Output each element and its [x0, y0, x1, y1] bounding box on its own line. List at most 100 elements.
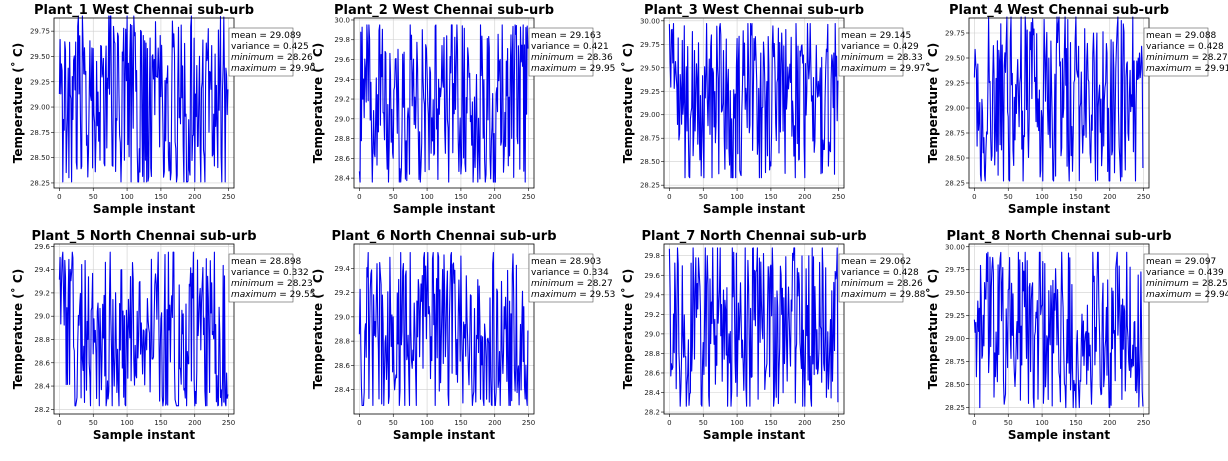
y-tick-label: 28.75: [30, 129, 50, 137]
stats-equals: =: [576, 290, 589, 300]
stats-box: [528, 27, 594, 77]
series-line: [973, 251, 1144, 409]
stats-value: 28.23: [287, 279, 313, 289]
y-tick-label: 30.00: [945, 243, 965, 251]
plot-frame: [353, 17, 535, 189]
y-tick-label: 29.8: [334, 36, 350, 44]
stats-value: 28.898: [270, 257, 302, 267]
y-tick-label: 29.75: [945, 266, 965, 274]
stats-equals: =: [1185, 42, 1198, 52]
series-line: [58, 15, 229, 183]
x-axis-label: Sample instant: [703, 202, 805, 216]
series-line: [973, 16, 1144, 182]
stats-equals: =: [257, 31, 270, 41]
y-tick-label: 28.50: [30, 154, 50, 162]
y-tick-label: 28.25: [30, 179, 50, 187]
x-tick-label: 100: [420, 419, 433, 427]
stats-line: minimum = 28.36: [531, 53, 613, 63]
stats-value: 29.163: [570, 31, 602, 41]
x-tick-label: 100: [730, 193, 743, 201]
stats-equals: =: [270, 42, 283, 52]
y-tick-label: 29.25: [640, 88, 660, 96]
series-line: [668, 23, 839, 179]
x-axis-label: Sample instant: [393, 428, 495, 442]
stats-value: 0.429: [893, 42, 919, 52]
x-tick-label: 50: [389, 193, 398, 201]
stats-label: mean: [531, 31, 557, 41]
chart-title: Plant_7 North Chennai sub-urb: [641, 229, 866, 244]
stats-line: mean = 29.088: [1146, 31, 1217, 41]
y-tick-label: 30.00: [640, 17, 660, 25]
y-axis-label: Temperature (˚ C): [310, 269, 325, 389]
stats-equals: =: [270, 268, 283, 278]
stats-value: 29.97: [900, 64, 926, 74]
x-tick-label: 50: [1004, 419, 1013, 427]
y-tick-label: 28.8: [34, 336, 50, 344]
y-tick-label: 30.0: [334, 16, 350, 24]
series-line: [358, 24, 529, 183]
plot-frame: [968, 243, 1150, 415]
x-axis-label: Sample instant: [93, 428, 195, 442]
stats-value: 0.428: [1198, 42, 1224, 52]
series-line: [58, 251, 229, 407]
stats-line: mean = 28.903: [531, 257, 601, 267]
stats-equals: =: [1172, 257, 1185, 267]
y-tick-label: 29.00: [30, 104, 50, 112]
y-tick-label: 29.2: [644, 311, 660, 319]
stats-box: [228, 253, 294, 303]
y-tick-label: 29.25: [30, 78, 50, 86]
stats-equals: =: [886, 290, 899, 300]
chart-title: Plant_4 West Chennai sub-urb: [949, 3, 1169, 18]
x-tick-label: 200: [798, 419, 811, 427]
x-tick-label: 250: [1137, 193, 1150, 201]
chart-title: Plant_1 West Chennai sub-urb: [34, 3, 254, 18]
stats-value: 0.425: [283, 42, 309, 52]
stats-value: 29.94: [1205, 290, 1228, 300]
chart-panel: 28.25 28.50 28.75 29.00 29.25 29.50 29.75 30.00…: [925, 229, 1228, 442]
stats-value: 28.26: [897, 279, 923, 289]
y-tick-label: 29.50: [30, 53, 50, 61]
x-tick-label: 100: [420, 193, 433, 201]
x-axis-label: Sample instant: [1008, 428, 1110, 442]
y-tick-label: 29.2: [334, 96, 350, 104]
stats-line: maximum = 29.88: [841, 290, 926, 300]
y-axis-label: Temperature (˚ C): [925, 269, 940, 389]
y-tick-label: 28.2: [644, 409, 660, 417]
y-axis-label: Temperature (˚ C): [10, 269, 25, 389]
stats-label: minimum: [841, 279, 884, 289]
y-tick-label: 29.6: [644, 272, 660, 280]
stats-label: maximum: [531, 290, 577, 300]
stats-value: 28.36: [587, 53, 613, 63]
y-axis-label: Temperature (˚ C): [10, 43, 25, 163]
x-tick-label: 100: [1035, 419, 1048, 427]
y-tick-label: 29.0: [334, 115, 350, 123]
stats-value: 28.33: [897, 53, 923, 63]
stats-value: 0.334: [583, 268, 609, 278]
x-tick-label: 100: [730, 419, 743, 427]
stats-equals: =: [276, 290, 289, 300]
stats-equals: =: [576, 64, 589, 74]
y-tick-label: 29.4: [34, 266, 50, 274]
y-tick-label: 28.8: [334, 135, 350, 143]
stats-box: [1143, 253, 1209, 303]
stats-label: minimum: [1146, 279, 1189, 289]
stats-value: 0.439: [1198, 268, 1224, 278]
stats-box: [838, 27, 904, 77]
stats-label: maximum: [231, 290, 277, 300]
chart-title: Plant_2 West Chennai sub-urb: [334, 3, 554, 18]
stats-value: 28.27: [587, 279, 613, 289]
x-tick-label: 150: [154, 419, 167, 427]
stats-label: variance: [531, 42, 570, 52]
series-line: [668, 247, 839, 407]
stats-value: 28.25: [1202, 279, 1228, 289]
stats-label: maximum: [231, 64, 277, 74]
y-tick-label: 28.50: [640, 158, 660, 166]
stats-equals: =: [886, 64, 899, 74]
stats-equals: =: [570, 42, 583, 52]
y-tick-label: 28.4: [34, 383, 50, 391]
x-tick-label: 200: [488, 419, 501, 427]
stats-label: mean: [231, 31, 257, 41]
stats-line: minimum = 28.27: [1146, 53, 1228, 63]
stats-value: 29.88: [900, 290, 926, 300]
stats-line: minimum = 28.26: [231, 53, 313, 63]
